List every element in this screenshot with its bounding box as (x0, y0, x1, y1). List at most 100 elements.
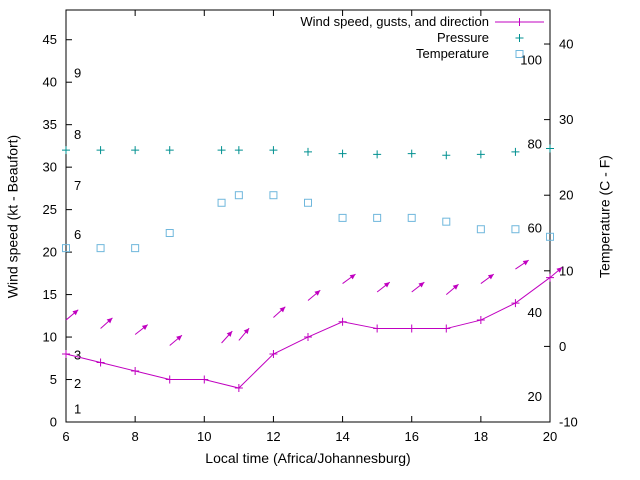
legend-row-temperature-rect (515, 50, 524, 58)
wind-speed-series-path (476, 316, 485, 325)
legend-row-wind_speed: Wind speed, gusts, and direction (300, 14, 544, 29)
gust-direction-arrows-path (556, 267, 563, 273)
legend: Wind speed, gusts, and directionPressure… (300, 14, 544, 61)
left-axis-ticks-text: 20 (43, 245, 57, 260)
fahrenheit-scale-labels-text: 40 (528, 305, 542, 320)
left-axis-ticks-text: 40 (43, 75, 57, 90)
temperature-series-rect (304, 198, 312, 207)
temperature-series-rect (407, 213, 416, 222)
x-axis-ticks-text: 12 (266, 429, 280, 444)
left-axis-ticks-text: 45 (43, 32, 57, 47)
left-axis-ticks-text: 35 (43, 117, 57, 132)
wind-speed-series-path (338, 317, 347, 326)
gust-direction-arrows-path (314, 290, 321, 296)
temperature-series-rect (62, 244, 70, 253)
gust-direction-arrows-path (226, 331, 233, 337)
gust-direction-arrows-path (383, 282, 390, 288)
temperature-series-rect (217, 198, 226, 207)
plot-border (65, 9, 551, 423)
left-axis-ticks-text: 15 (43, 287, 57, 302)
wind-speed-series-path (200, 375, 209, 384)
fahrenheit-scale-labels-text: 20 (528, 389, 542, 404)
beaufort-scale-labels-text: 6 (74, 227, 81, 242)
beaufort-scale-labels-text: 3 (74, 348, 81, 363)
wind-speed-series-path (442, 324, 451, 333)
temperature-series-rect (338, 213, 347, 222)
right-axis-title: Temperature (C - F) (596, 155, 613, 278)
gust-direction-arrows-path (243, 328, 250, 335)
wind-speed-series-path (96, 358, 105, 367)
fahrenheit-scale-labels-text: 60 (528, 220, 542, 235)
pressure-series-path (269, 146, 278, 155)
wind-speed-series-path (373, 324, 382, 333)
x-axis-ticks-text: 8 (132, 429, 139, 444)
wind-speed-series-path (546, 273, 554, 282)
wind-speed-series-path (511, 299, 520, 308)
gust-direction-arrows-path (522, 260, 529, 266)
x-axis-ticks-text: 16 (404, 429, 418, 444)
pressure-series-path (373, 150, 382, 159)
gust-direction-arrows-path (72, 309, 79, 316)
left-axis-ticks: 0 5 10 15 20 25 30 35 40 45 (43, 32, 72, 430)
pressure-series-path (442, 151, 451, 160)
gust-direction-arrows-path (176, 335, 182, 341)
wind-speed-series-path (304, 333, 312, 342)
x-axis-ticks: 6 8 10 12 14 16 18 20 (62, 10, 557, 444)
pressure-series-path (165, 146, 174, 155)
pressure-series-path (511, 147, 520, 156)
temperature-series-rect (165, 229, 174, 238)
gust-direction-arrows-path (418, 282, 425, 288)
right-axis-ticks-text: 40 (559, 37, 573, 52)
beaufort-scale-labels-text: 1 (74, 401, 81, 416)
pressure-series-path (546, 144, 554, 153)
wind-speed-series (62, 273, 554, 393)
temperature-series-rect (511, 225, 520, 234)
gust-direction-arrows-path (141, 324, 148, 331)
beaufort-scale-labels-text: 7 (74, 178, 81, 193)
temperature-series-rect (131, 244, 140, 253)
beaufort-scale-labels: 1 2 3 6 7 8 9 (74, 66, 81, 417)
left-axis-ticks-text: 25 (43, 202, 57, 217)
right-axis-ticks-text: -10 (559, 415, 578, 430)
pressure-series-path (96, 146, 105, 155)
pressure-series-path (131, 146, 140, 155)
pressure-series-path (338, 149, 347, 158)
legend-row-wind_speed-path (515, 18, 524, 26)
wind-speed-series-path (62, 350, 70, 359)
x-axis-ticks-text: 20 (543, 429, 557, 444)
x-axis-ticks-text: 14 (335, 429, 349, 444)
wind-speed-series-path (165, 375, 174, 384)
x-axis-ticks-text: 18 (474, 429, 488, 444)
pressure-series-path (62, 146, 70, 155)
beaufort-scale-labels-text: 2 (74, 376, 81, 391)
beaufort-scale-labels-text: 8 (74, 127, 81, 142)
x-axis-ticks-text: 6 (62, 429, 69, 444)
temperature-series-rect (234, 191, 243, 200)
left-axis-title: Wind speed (kt - Beaufort) (4, 134, 21, 299)
temperature-series-rect (442, 217, 451, 226)
gust-direction-arrows-path (106, 317, 113, 324)
pressure-series-path (407, 149, 416, 158)
fahrenheit-scale-labels-text: 80 (528, 137, 542, 152)
right-axis-ticks: -10 0 10 20 30 40 (544, 37, 578, 430)
pressure-series-path (304, 147, 312, 156)
wind-speed-series-path (234, 384, 243, 393)
plot-border-rect (65, 9, 551, 423)
wind-speed-series-path (131, 367, 140, 376)
gust-direction-arrows (65, 259, 563, 346)
x-axis-ticks-text: 10 (197, 429, 211, 444)
temperature-series (62, 191, 554, 253)
left-axis-ticks-text: 10 (43, 330, 57, 345)
legend-row-temperature-text: Temperature (416, 46, 489, 61)
right-axis-ticks-text: 10 (559, 263, 573, 278)
left-axis-ticks-text: 0 (50, 415, 57, 430)
gust-direction-arrows-path (279, 306, 286, 313)
beaufort-scale-labels-text: 9 (74, 66, 81, 81)
legend-row-wind_speed-text: Wind speed, gusts, and direction (300, 14, 489, 29)
left-axis-ticks-text: 5 (50, 372, 57, 387)
right-axis-ticks-text: 20 (559, 188, 573, 203)
fahrenheit-scale-labels: 20 40 60 80 100 (520, 53, 542, 404)
right-axis-ticks-text: 30 (559, 112, 573, 127)
